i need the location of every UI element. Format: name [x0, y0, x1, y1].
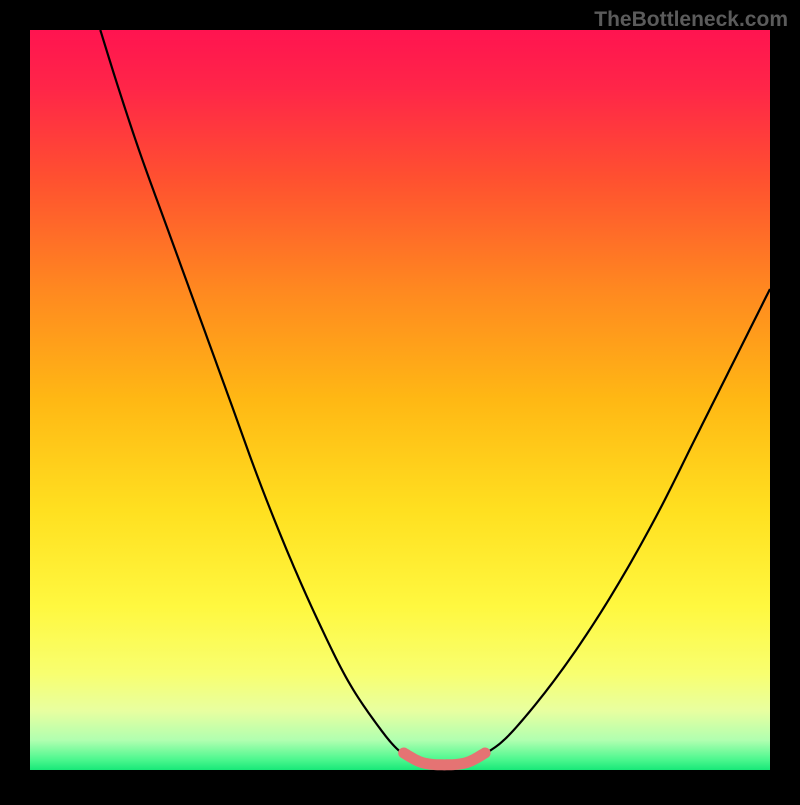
bottleneck-chart — [0, 0, 800, 800]
gradient-background — [30, 30, 770, 770]
watermark-text: TheBottleneck.com — [594, 8, 788, 32]
chart-svg — [0, 0, 800, 800]
